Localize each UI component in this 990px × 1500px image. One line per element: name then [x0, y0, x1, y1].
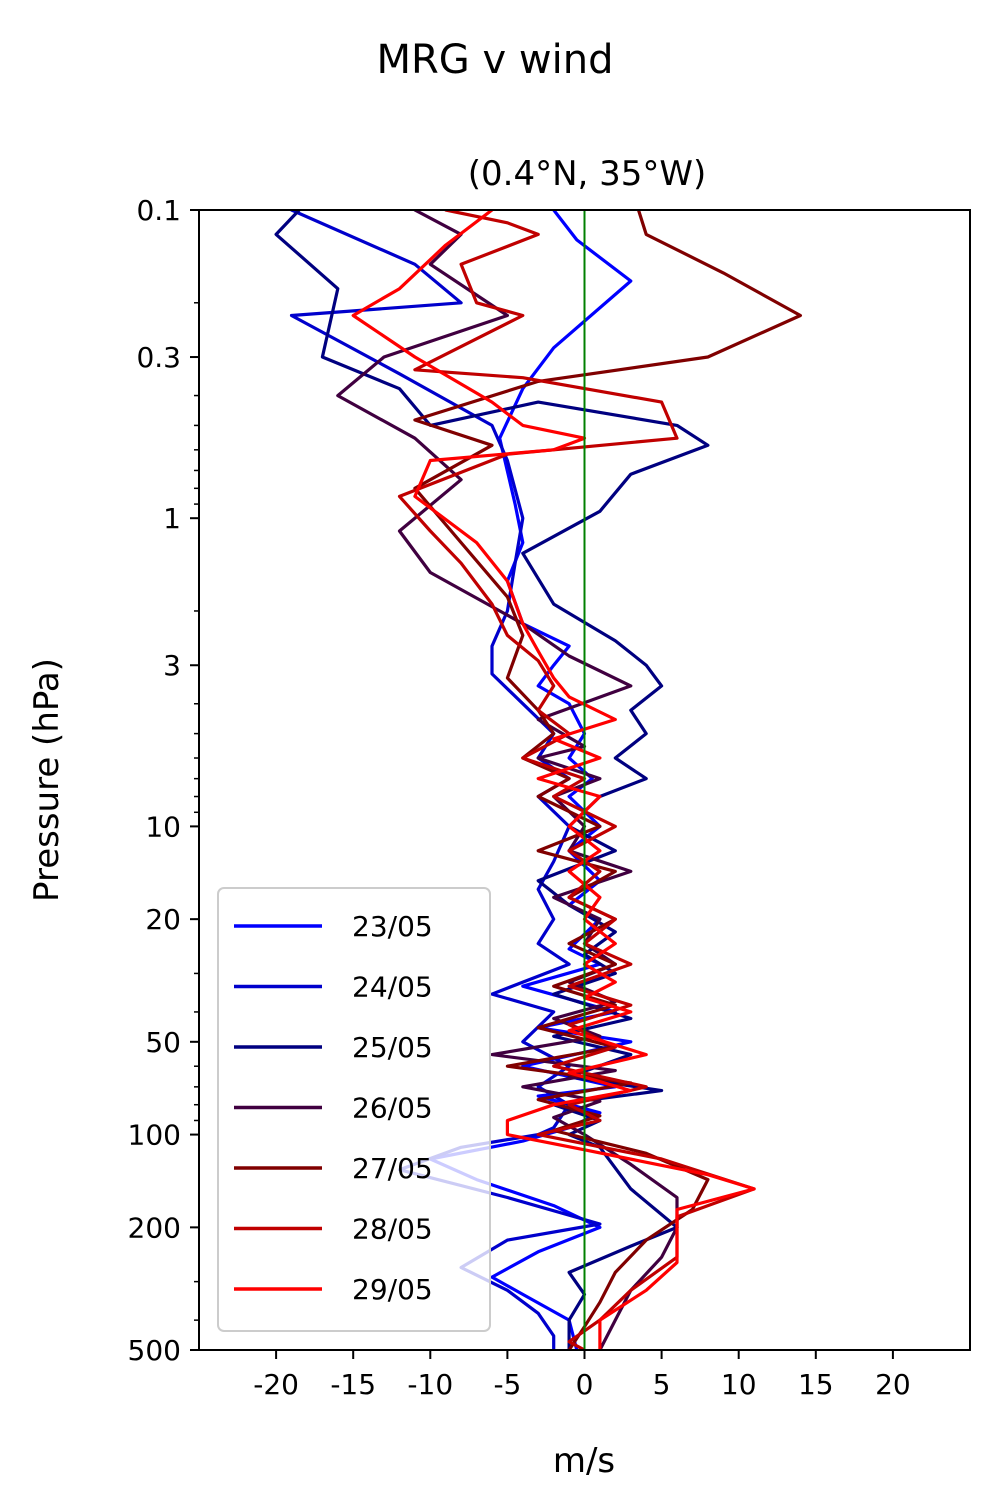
- series-line-24-05: [289, 210, 602, 1350]
- x-tick-label: 5: [653, 1368, 671, 1401]
- x-tick-label: -10: [407, 1368, 453, 1401]
- y-tick-label: 0.3: [136, 341, 181, 374]
- y-tick-label: 20: [145, 903, 181, 936]
- x-axis-label: m/s: [553, 1441, 615, 1481]
- x-axis: -20 -15 -10 -5 0 5 10 15 20: [253, 1350, 911, 1401]
- x-tick-label: 15: [798, 1368, 834, 1401]
- y-axis-label: Pressure (hPa): [27, 658, 67, 902]
- y-tick-label: 0.1: [136, 194, 181, 227]
- y-tick-label: 50: [145, 1026, 181, 1059]
- legend-label: 25/05: [352, 1031, 433, 1064]
- legend: 23/05 24/05 25/05 26/05 27/05 28/05 29/05: [217, 887, 491, 1332]
- y-tick-label: 200: [128, 1211, 181, 1244]
- x-tick-label: -15: [330, 1368, 376, 1401]
- x-tick-label: 10: [721, 1368, 757, 1401]
- y-tick-label: 500: [128, 1334, 181, 1367]
- y-tick-label: 3: [163, 649, 181, 682]
- y-tick-label: 1: [163, 502, 181, 535]
- x-tick-label: 0: [576, 1368, 594, 1401]
- chart-suptitle: MRG v wind: [377, 37, 614, 83]
- legend-label: 28/05: [352, 1213, 433, 1246]
- legend-label: 29/05: [352, 1273, 433, 1306]
- x-tick-label: 20: [875, 1368, 911, 1401]
- series-line-28-05: [397, 210, 756, 1350]
- legend-label: 26/05: [352, 1092, 433, 1125]
- legend-box: [217, 887, 491, 1332]
- x-tick-label: -20: [253, 1368, 299, 1401]
- y-tick-label: 100: [128, 1119, 181, 1152]
- chart-title: (0.4°N, 35°W): [468, 154, 707, 194]
- legend-label: 27/05: [352, 1152, 433, 1185]
- series-layer: [274, 210, 802, 1350]
- legend-label: 24/05: [352, 971, 433, 1004]
- y-tick-label: 10: [145, 810, 181, 843]
- series-line-25-05: [274, 210, 710, 1350]
- x-tick-label: -5: [493, 1368, 521, 1401]
- y-axis: 0.1 0.3 1 3 10 20 50 100 200 500: [128, 194, 199, 1367]
- legend-label: 23/05: [352, 910, 433, 943]
